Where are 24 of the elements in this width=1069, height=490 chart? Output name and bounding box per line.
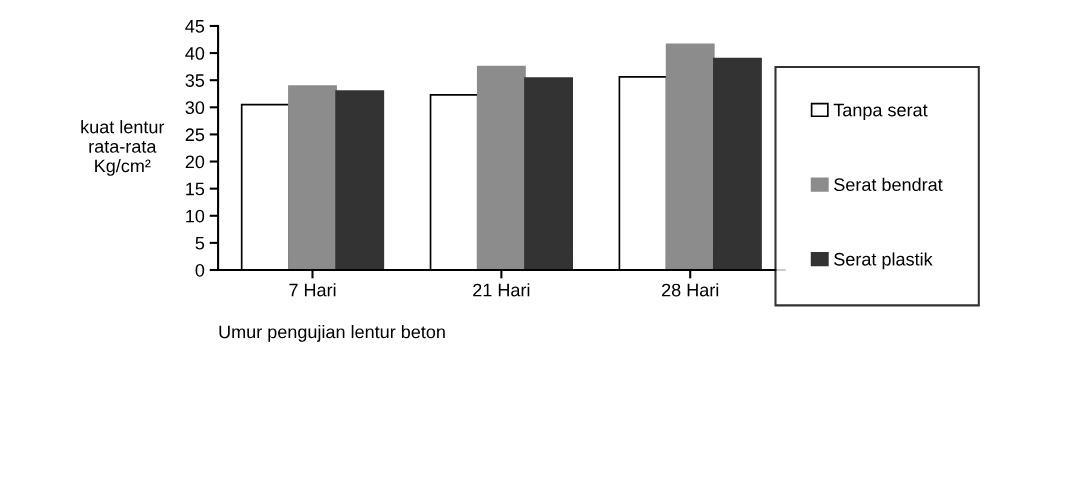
legend-label: Serat bendrat	[834, 177, 943, 192]
bar	[476, 65, 526, 270]
y-tick-label: 5	[195, 237, 205, 250]
y-tick-label: 45	[185, 20, 205, 33]
x-tick-label: 28 Hari	[662, 283, 719, 297]
bar	[335, 90, 385, 270]
y-axis-title: kuat lentur rata-rata Kg/cm²	[81, 120, 165, 176]
y-tick-label: 40	[185, 47, 205, 60]
x-tick-label: 21 Hari	[473, 283, 530, 297]
y-tick-label: 15	[186, 182, 205, 196]
bar	[524, 77, 574, 270]
y-tick-label: 20	[185, 155, 205, 169]
y-tick-label: 10	[186, 209, 205, 223]
bar	[712, 57, 762, 270]
bar	[288, 85, 337, 270]
x-axis-title: Umur pengujian lentur beton	[219, 325, 445, 342]
y-tick-label: 0	[195, 263, 205, 277]
legend-label: Serat plastik	[834, 252, 933, 270]
legend-label: Tanpa serat	[833, 103, 928, 121]
x-tick-label: 7 Hari	[289, 283, 336, 297]
y-tick-label: 35	[185, 74, 205, 87]
y-tick-label: 25	[185, 128, 205, 142]
bar	[665, 43, 715, 270]
y-tick-label: 30	[185, 101, 205, 115]
